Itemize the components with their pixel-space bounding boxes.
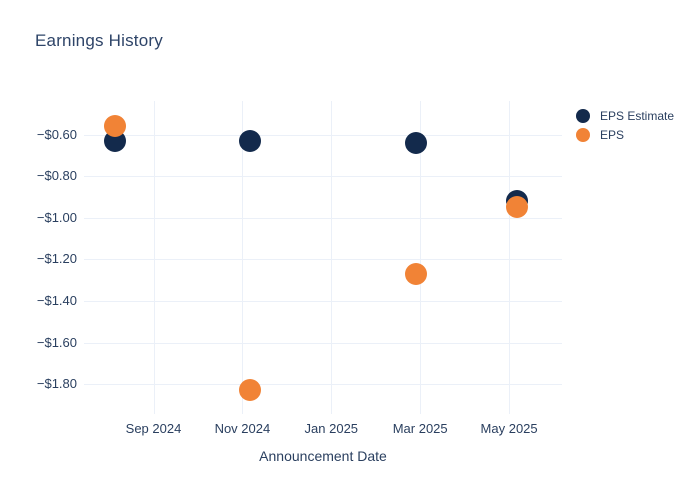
legend-marker-eps	[576, 127, 590, 142]
y-gridline	[84, 301, 562, 302]
x-tick-label: Sep 2024	[125, 421, 182, 436]
point-eps[interactable]	[103, 115, 126, 138]
y-gridline	[84, 342, 562, 344]
y-gridline	[84, 176, 562, 178]
y-tick-label: −$1.00	[36, 209, 77, 225]
point-eps[interactable]	[404, 262, 427, 285]
y-tick-label: −$1.20	[36, 251, 77, 267]
x-gridline	[420, 101, 422, 414]
x-tick-label: Mar 2025	[392, 421, 448, 436]
y-tick-label: −$1.80	[36, 376, 77, 392]
y-tick-label: −$0.80	[36, 168, 77, 184]
y-tick-label: −$1.40	[36, 293, 77, 308]
point-eps-estimate[interactable]	[238, 129, 261, 152]
x-tick-label: Jan 2025	[304, 421, 359, 436]
legend: EPS Estimate EPS	[576, 106, 674, 144]
y-gridline	[84, 217, 562, 219]
y-tick-label: −$0.60	[36, 126, 77, 142]
chart-title: Earnings History	[35, 31, 163, 50]
x-tick-label: May 2025	[480, 421, 538, 436]
x-gridline	[331, 101, 333, 414]
legend-item-eps[interactable]: EPS	[576, 125, 674, 144]
x-axis-title: Announcement Date	[259, 448, 387, 464]
y-tick-label: −$1.60	[36, 334, 77, 350]
legend-label: EPS Estimate	[600, 108, 675, 123]
y-gridline	[84, 384, 562, 386]
legend-label: EPS	[600, 127, 625, 142]
y-gridline	[84, 259, 562, 261]
legend-item-eps-estimate[interactable]: EPS Estimate	[576, 106, 674, 125]
x-tick-label: Nov 2024	[214, 421, 271, 436]
point-eps-estimate[interactable]	[404, 131, 427, 154]
legend-marker-eps-estimate	[576, 108, 590, 123]
point-eps[interactable]	[238, 379, 261, 402]
y-gridline	[84, 134, 562, 136]
x-gridline	[509, 101, 511, 414]
x-gridline	[242, 101, 244, 414]
x-gridline	[153, 101, 155, 414]
point-eps[interactable]	[505, 196, 528, 219]
